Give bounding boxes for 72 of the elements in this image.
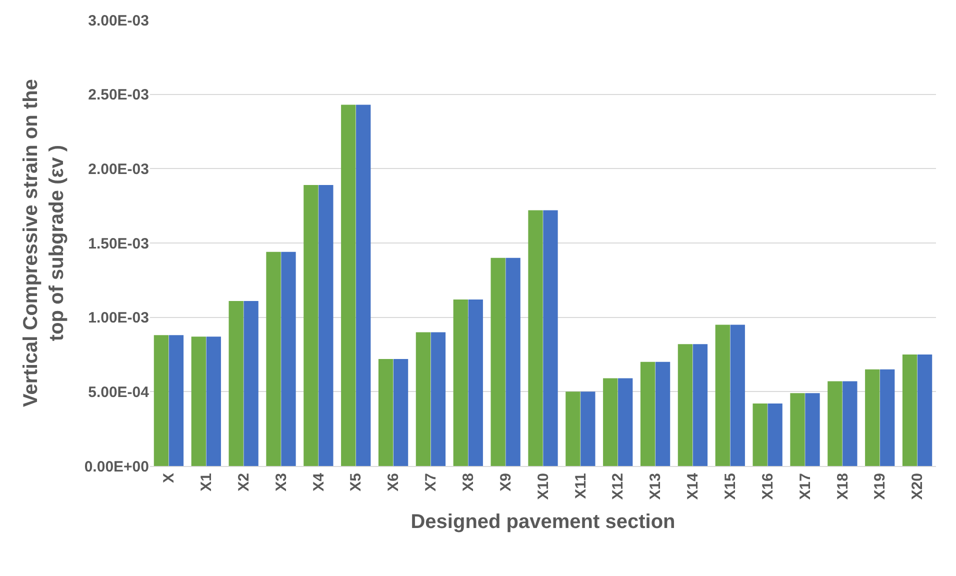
bar — [430, 332, 446, 466]
bar — [640, 362, 656, 466]
x-tick-label: X3 — [272, 473, 290, 492]
x-tick-label: X2 — [235, 473, 252, 492]
bar — [715, 324, 730, 466]
x-tick-label: X20 — [909, 473, 926, 500]
y-axis-title: Vertical Compressive strain on the top of subgrade (εv ) — [20, 79, 68, 407]
bar — [281, 252, 296, 466]
y-tick-label: 2.00E-03 — [88, 160, 149, 178]
bar — [168, 335, 184, 466]
x-tick-label: X11 — [572, 473, 590, 499]
x-tick-label: X13 — [647, 473, 664, 500]
bar — [191, 336, 206, 466]
bar — [805, 393, 820, 466]
x-tick-label: X7 — [422, 473, 440, 492]
bar — [244, 300, 258, 466]
bar — [543, 210, 558, 466]
bar — [752, 404, 768, 466]
bar — [341, 104, 356, 466]
bar — [206, 336, 221, 466]
bar — [490, 258, 506, 466]
bar — [393, 358, 408, 466]
x-tick-label: X16 — [759, 473, 776, 500]
bar — [468, 299, 483, 466]
bar — [356, 104, 371, 466]
x-tick-label: X19 — [872, 473, 889, 500]
x-tick-label: X8 — [460, 473, 478, 492]
y-tick-label: 3.00E-03 — [88, 12, 149, 30]
bar — [902, 354, 918, 466]
x-tick-label: X18 — [834, 473, 852, 500]
x-tick-label: X1 — [198, 473, 216, 492]
y-tick-label: 1.00E-03 — [88, 310, 149, 327]
bar — [228, 300, 244, 466]
y-tick-label: 1.50E-03 — [88, 235, 149, 252]
bar — [618, 378, 633, 466]
bar — [318, 185, 334, 466]
bar — [304, 185, 318, 466]
x-tick-label: X9 — [497, 473, 514, 492]
y-tick-label: 0.00E+00 — [84, 458, 149, 476]
x-tick-label: X17 — [796, 473, 814, 500]
bar — [790, 393, 805, 466]
y-tick-label: 5.00E-04 — [88, 384, 150, 401]
bar — [506, 258, 520, 466]
x-tick-label: X10 — [534, 473, 552, 500]
y-tick-label: 2.50E-03 — [88, 86, 149, 104]
x-axis-title: Designed pavement section — [410, 511, 676, 534]
bar — [865, 369, 880, 466]
bar — [566, 392, 580, 466]
bar — [655, 362, 670, 466]
x-tick-label: X4 — [310, 472, 328, 492]
bar — [266, 252, 281, 466]
bar — [603, 378, 618, 466]
x-tick-label: X15 — [722, 473, 740, 500]
bar — [880, 369, 895, 466]
bar — [678, 344, 693, 466]
x-tick-label: X6 — [385, 473, 402, 492]
bar — [416, 332, 431, 466]
bar — [692, 344, 708, 466]
bar — [917, 354, 932, 466]
bar — [378, 358, 394, 466]
bar — [528, 210, 543, 466]
x-tick-label: X5 — [348, 473, 365, 492]
bar — [842, 381, 858, 466]
x-tick-label: X — [160, 473, 178, 484]
bar — [768, 404, 782, 466]
bar — [154, 335, 169, 466]
bar — [730, 324, 745, 466]
x-tick-label: X12 — [610, 473, 627, 500]
x-tick-label: X14 — [684, 472, 702, 500]
bar — [580, 392, 596, 466]
bar — [828, 381, 842, 466]
bar — [453, 299, 468, 466]
